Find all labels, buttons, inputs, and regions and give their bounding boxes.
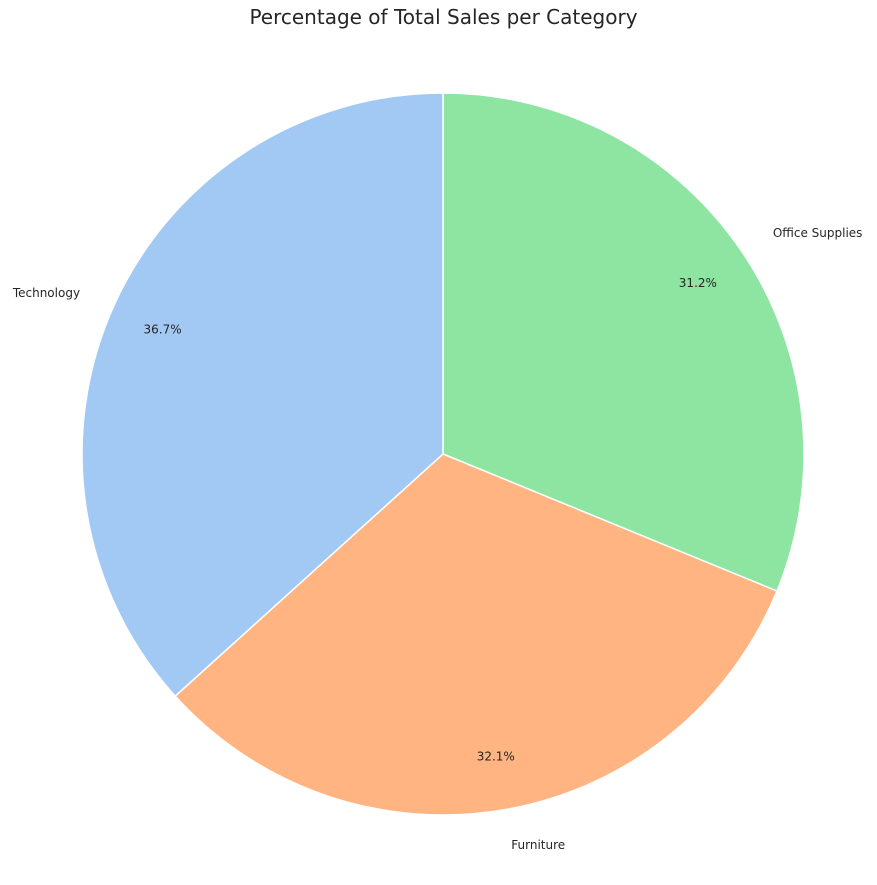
pie-slice-office-supplies <box>442 92 805 593</box>
chart-title: Percentage of Total Sales per Category <box>249 5 638 29</box>
pie-slice-furniture <box>174 453 778 816</box>
slice-label-office-supplies: Office Supplies <box>773 226 863 240</box>
slice-label-furniture: Furniture <box>511 838 565 852</box>
slice-label-technology: Technology <box>12 286 80 300</box>
pct-label-technology: 36.7% <box>143 322 181 336</box>
pct-label-office-supplies: 31.2% <box>679 276 717 290</box>
pct-label-furniture: 32.1% <box>477 749 515 763</box>
pie-slice-technology <box>81 92 444 698</box>
